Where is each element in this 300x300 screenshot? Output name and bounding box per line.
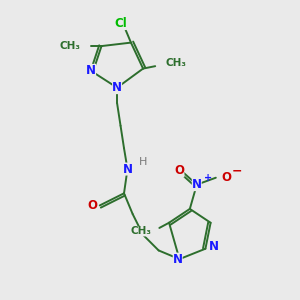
Text: N: N [86, 64, 96, 77]
Text: CH₃: CH₃ [131, 226, 152, 236]
Text: −: − [231, 164, 242, 177]
Text: CH₃: CH₃ [166, 58, 187, 68]
Text: Cl: Cl [114, 17, 127, 30]
Text: N: N [122, 163, 133, 176]
Text: +: + [204, 173, 212, 183]
Text: N: N [192, 178, 202, 191]
Text: O: O [174, 164, 184, 177]
Text: N: N [209, 241, 219, 254]
Text: H: H [139, 157, 147, 167]
Text: O: O [221, 171, 231, 184]
Text: CH₃: CH₃ [60, 41, 81, 51]
Text: O: O [87, 199, 97, 212]
Text: N: N [112, 81, 122, 94]
Text: N: N [173, 253, 183, 266]
